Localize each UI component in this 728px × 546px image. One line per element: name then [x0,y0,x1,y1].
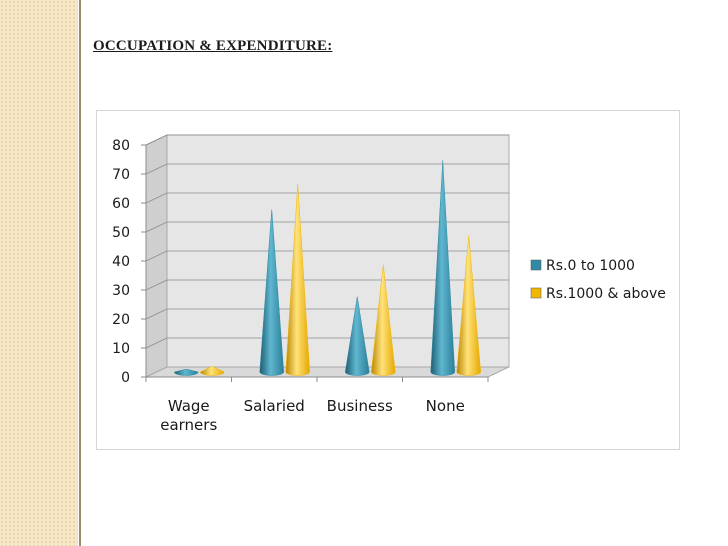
y-axis: 0 10 20 30 40 50 60 70 80 [112,138,147,386]
cone-body [344,296,370,376]
y-tick-label: 0 [121,370,130,386]
x-category-label: Salaried [244,397,305,415]
data-marks [173,160,482,376]
side-divider [79,0,81,546]
legend-label: Rs.0 to 1000 [546,258,635,274]
legend-swatch [530,287,542,299]
cone-body [199,365,225,376]
x-category-label: Wage [168,397,210,415]
y-tick-label: 60 [112,196,130,212]
gridline [145,337,509,349]
legend-swatch [530,259,542,271]
gridline [145,221,509,233]
y-tick-label: 40 [112,254,130,270]
x-category-label: earners [160,416,217,434]
legend-label: Rs.1000 & above [546,286,666,302]
slide-title: OCCUPATION & EXPENDITURE: [93,38,333,54]
y-tick-label: 30 [112,283,130,299]
cone-mark [370,264,396,376]
gridline [145,308,509,320]
cone-body [285,183,311,376]
gridline [145,163,509,175]
x-category-label: None [426,397,465,415]
y-tick-label: 50 [112,225,130,241]
decorative-side-band [0,0,78,546]
gridline [145,250,509,262]
y-tick-label: 20 [112,312,130,328]
y-tick-label: 70 [112,167,130,183]
cone-mark [173,368,199,376]
cone-mark [199,365,225,376]
cone-body [259,209,285,376]
gridlines [145,134,509,349]
cone-mark [259,209,285,376]
cone-mark [456,235,482,376]
cone-body [430,160,456,376]
cone-mark [285,183,311,376]
gridline [145,279,509,291]
gridline [145,192,509,204]
cone-mark [430,160,456,376]
gridline [145,134,509,146]
legend: Rs.0 to 1000 Rs.1000 & above [530,258,666,302]
cone-body [370,264,396,376]
cone-mark [344,296,370,376]
cone-body [456,235,482,376]
x-category-label: Business [327,397,393,415]
y-tick-label: 10 [112,341,130,357]
cone-body [173,368,199,376]
y-tick-label: 80 [112,138,130,154]
plot-walls [145,134,510,378]
